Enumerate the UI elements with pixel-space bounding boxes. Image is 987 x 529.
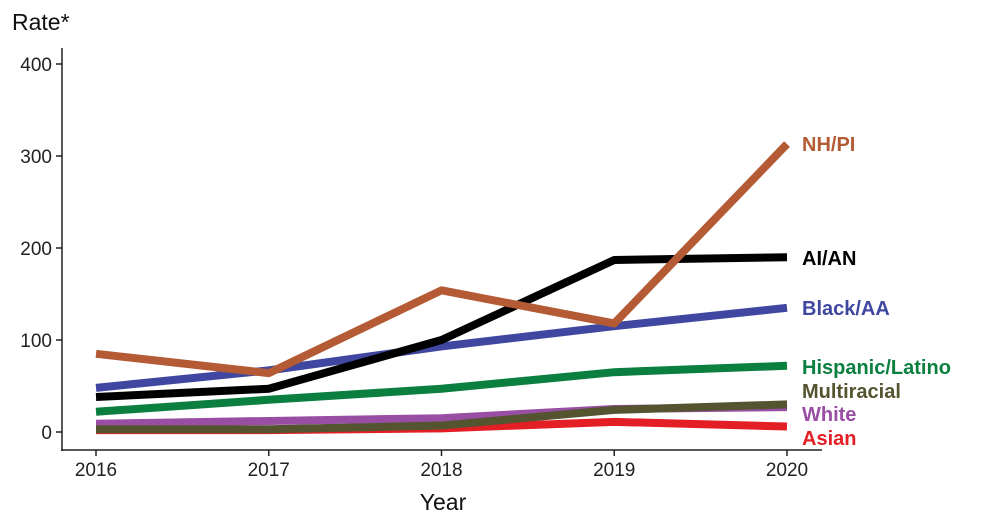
series-label: AI/AN xyxy=(802,248,856,270)
series-label: Black/AA xyxy=(802,298,890,320)
x-tick-label: 2017 xyxy=(248,460,290,481)
series-label: Hispanic/Latino xyxy=(802,357,951,379)
x-tick-label: 2018 xyxy=(420,460,462,481)
x-axis-label: Year xyxy=(420,489,467,515)
series-label: NH/PI xyxy=(802,134,855,156)
y-tick-label: 200 xyxy=(20,239,52,260)
y-axis-label: Rate* xyxy=(12,9,70,35)
y-tick-label: 300 xyxy=(20,147,52,168)
y-tick-label: 400 xyxy=(20,55,52,76)
series-label: White xyxy=(802,404,856,426)
x-tick-label: 2016 xyxy=(75,460,117,481)
series-line-multiracial xyxy=(96,400,788,434)
x-tick-label: 2020 xyxy=(766,460,808,481)
y-tick-label: 0 xyxy=(41,423,52,444)
series-line-black-aa xyxy=(95,303,788,392)
series-label: Multiracial xyxy=(802,381,901,403)
series-label: Asian xyxy=(802,428,856,450)
series-line-nh-pi xyxy=(95,141,790,378)
series-line-hispanic-latino xyxy=(95,361,788,416)
x-tick-label: 2019 xyxy=(593,460,635,481)
y-tick-label: 100 xyxy=(20,331,52,352)
